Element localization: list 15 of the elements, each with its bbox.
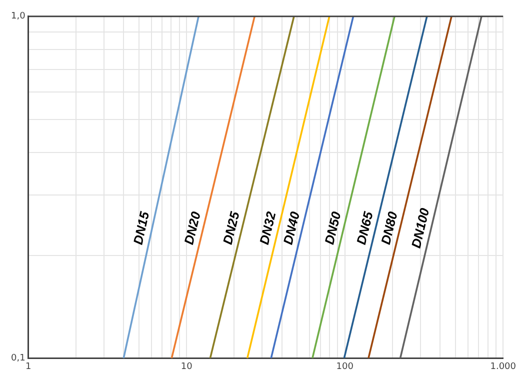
y-tick-label: 1,0 bbox=[10, 12, 26, 22]
x-tick-label: 100 bbox=[336, 362, 354, 372]
text: DN50 bbox=[322, 209, 344, 246]
y-tick-label: 0,1 bbox=[10, 354, 26, 364]
x-tick-label: 1.000 bbox=[490, 362, 516, 372]
text: DN100 bbox=[408, 206, 432, 250]
text: DN32 bbox=[256, 209, 279, 246]
text: DN20 bbox=[181, 209, 204, 246]
x-tick-label: 1 bbox=[25, 362, 32, 372]
text: DN15 bbox=[130, 210, 152, 246]
text: DN80 bbox=[378, 209, 401, 246]
text: DN40 bbox=[280, 209, 303, 246]
text: DN65 bbox=[354, 209, 376, 246]
x-tick-label: 10 bbox=[180, 362, 193, 372]
text: DN25 bbox=[220, 209, 243, 246]
